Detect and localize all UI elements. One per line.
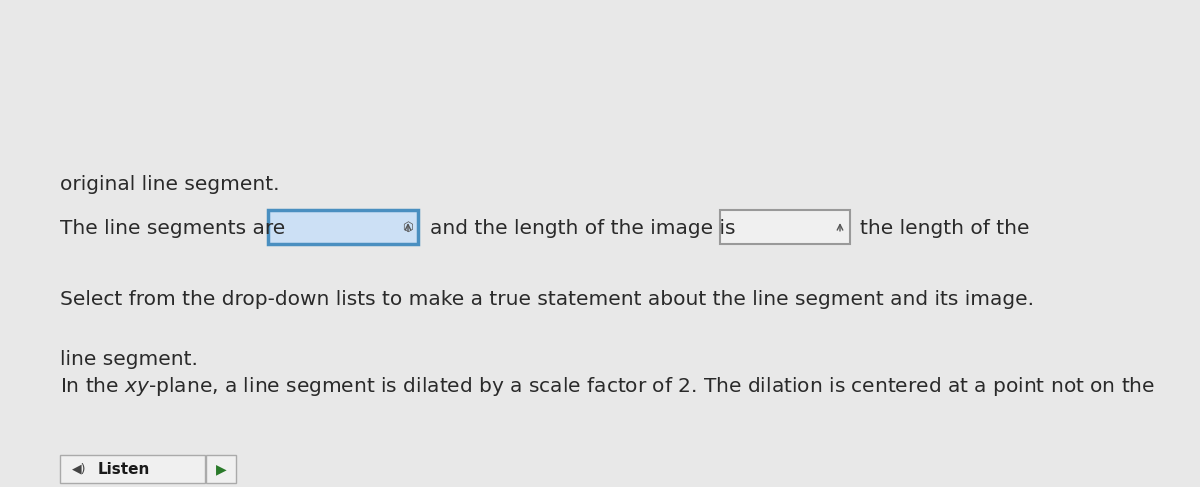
FancyBboxPatch shape	[60, 455, 205, 483]
Text: In the $xy$-plane, a line segment is dilated by a scale factor of 2. The dilatio: In the $xy$-plane, a line segment is dil…	[60, 375, 1156, 398]
Text: line segment.: line segment.	[60, 350, 198, 369]
Text: Select from the drop-down lists to make a true statement about the line segment : Select from the drop-down lists to make …	[60, 290, 1034, 309]
Text: ◀): ◀)	[72, 463, 86, 475]
Text: Listen: Listen	[98, 462, 150, 476]
Text: ▶: ▶	[216, 462, 227, 476]
FancyBboxPatch shape	[268, 210, 418, 244]
FancyBboxPatch shape	[720, 210, 850, 244]
Text: the length of the: the length of the	[860, 219, 1030, 238]
FancyBboxPatch shape	[206, 455, 236, 483]
Text: The line segments are: The line segments are	[60, 219, 286, 238]
Text: ⬡: ⬡	[402, 221, 413, 233]
Text: and the length of the image is: and the length of the image is	[430, 219, 736, 238]
Text: original line segment.: original line segment.	[60, 175, 280, 194]
